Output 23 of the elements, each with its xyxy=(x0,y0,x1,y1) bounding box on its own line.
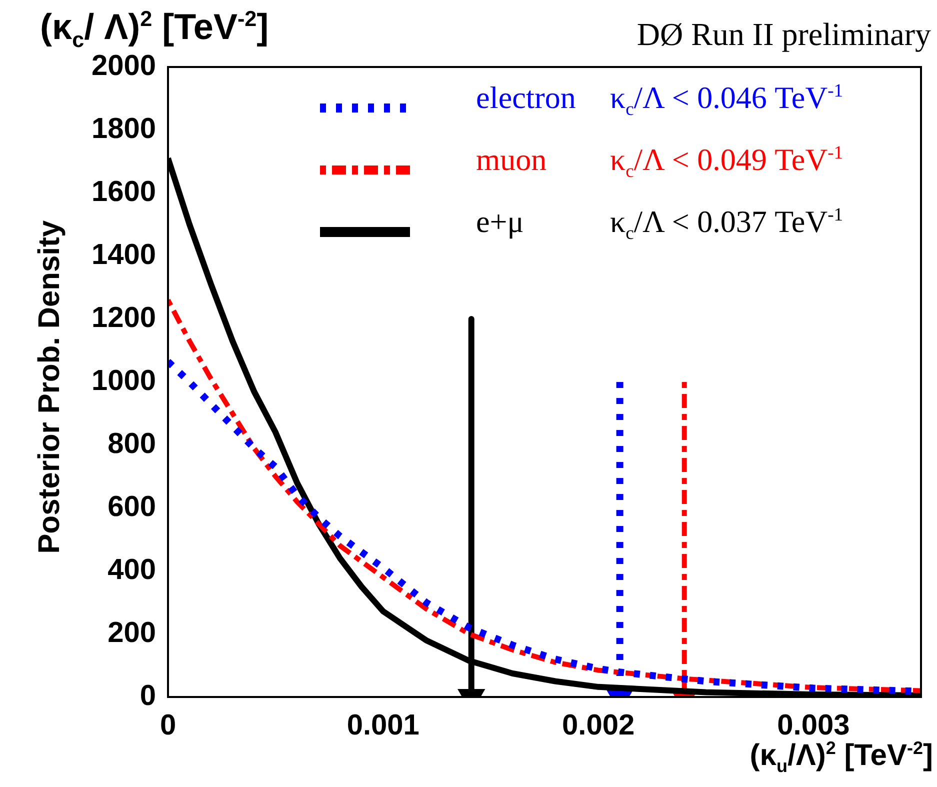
y-tick-label: 600 xyxy=(108,491,156,523)
annotation: κ$_{c}$/Λ < 0.037 TeV$^{-1}$ xyxy=(610,204,844,246)
y-tick-label: 1800 xyxy=(91,113,156,145)
y-tick-label: 1400 xyxy=(91,239,156,271)
annotation: κ$_{c}$/Λ < 0.049 TeV$^{-1}$ xyxy=(610,142,844,184)
x-tick-label: 0.002 xyxy=(562,709,635,742)
y-tick-label: 2000 xyxy=(91,50,156,82)
y-tick-label: 1600 xyxy=(91,176,156,208)
annotation: κ$_{c}$/Λ < 0.046 TeV$^{-1}$ xyxy=(610,80,844,122)
chart-title: (κ$_{c}$/ Λ)$^{2}$ [TeV$^{-2}$] xyxy=(40,6,269,52)
y-axis-title: Posterior Prob. Density xyxy=(33,219,67,556)
legend-label: muon xyxy=(476,142,547,178)
legend-label: electron xyxy=(476,80,576,116)
x-tick-label: 0 xyxy=(160,709,176,742)
legend-label: e+μ xyxy=(476,204,524,240)
y-tick-label: 1200 xyxy=(91,302,156,334)
y-tick-label: 1000 xyxy=(91,365,156,397)
y-tick-label: 400 xyxy=(108,554,156,586)
y-tick-label: 800 xyxy=(108,428,156,460)
chart-subtitle: DØ Run II preliminary xyxy=(636,16,931,53)
y-tick-label: 200 xyxy=(108,617,156,649)
y-tick-label: 0 xyxy=(140,680,156,712)
x-tick-label: 0.001 xyxy=(346,709,420,742)
